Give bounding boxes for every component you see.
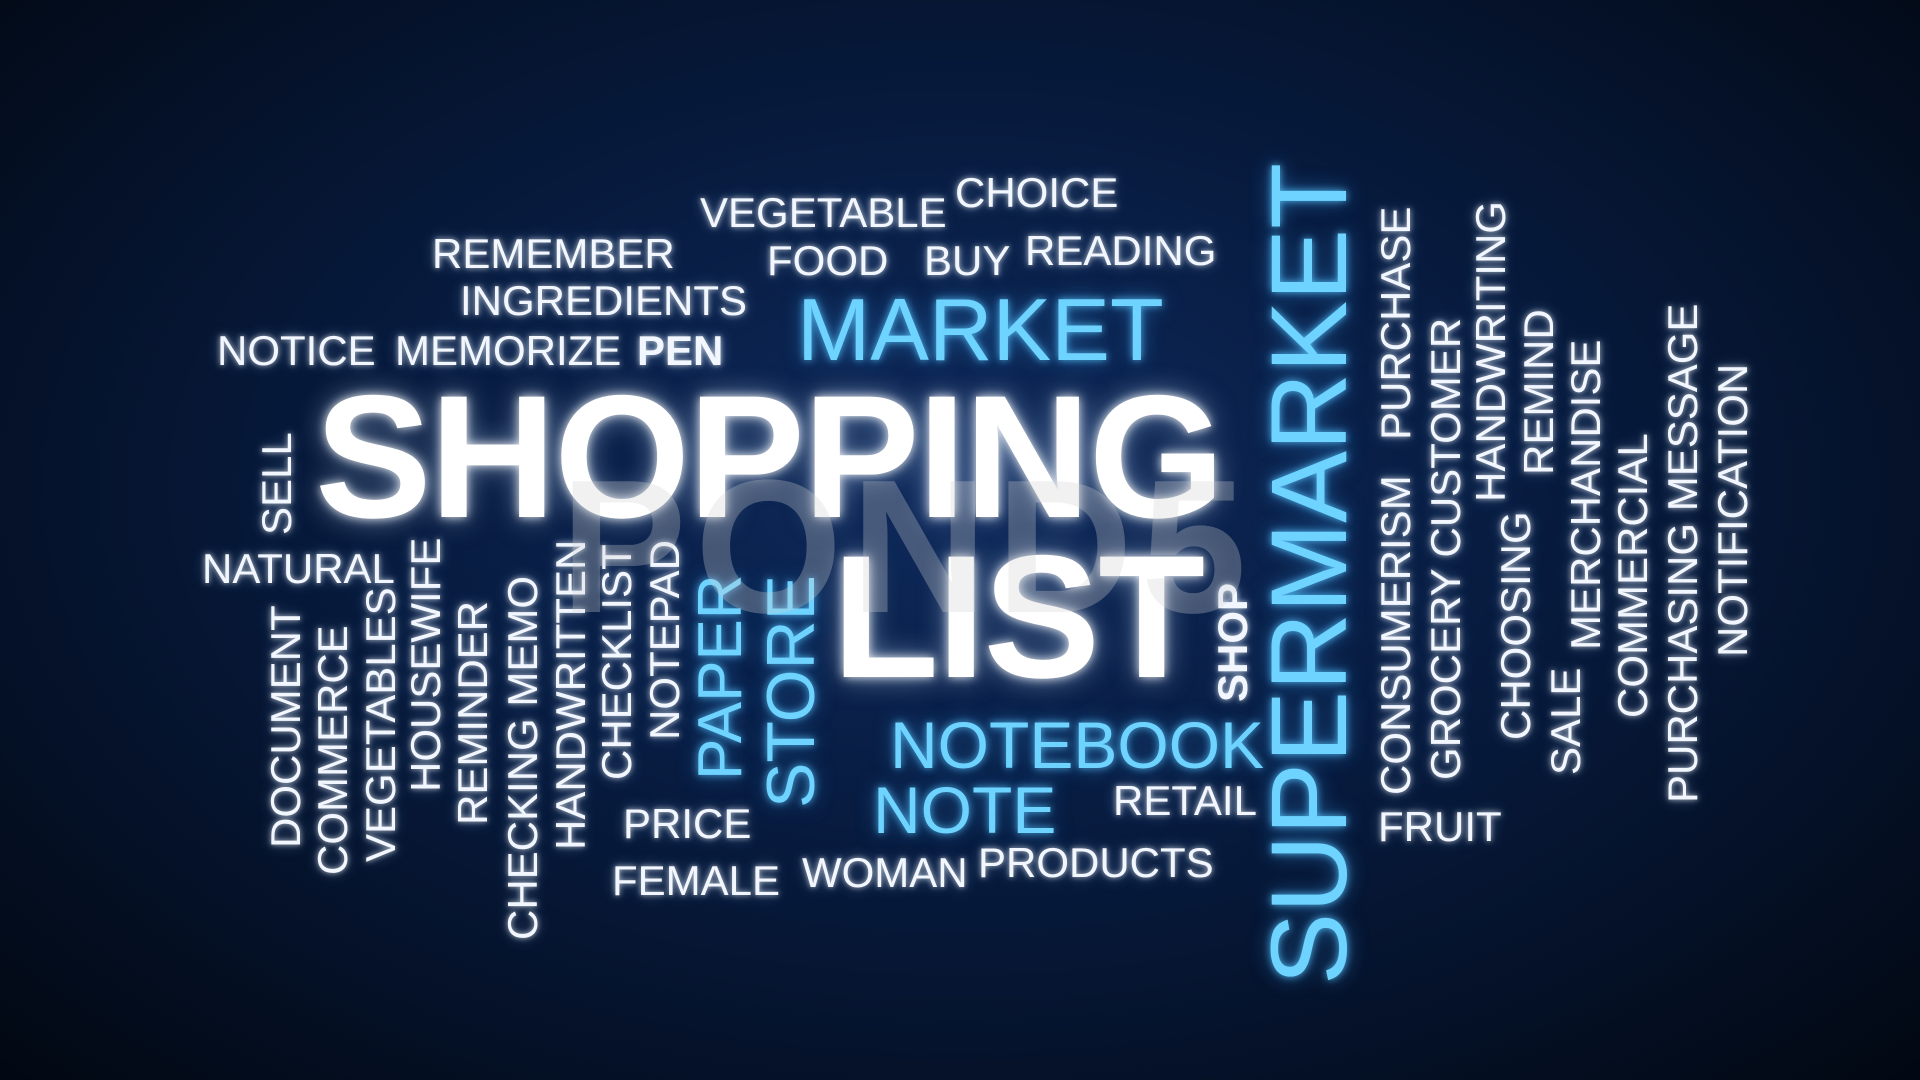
word-shopping: SHOPPING [315, 360, 1225, 555]
word-memorize: MEMORIZE [395, 327, 622, 374]
word-commercial: COMMERCIAL [1609, 433, 1656, 718]
word-purchasing-message: PURCHASING MESSAGE [1659, 303, 1706, 803]
word-notice: NOTICE [217, 327, 376, 374]
word-vegetables: VEGETABLES [357, 587, 404, 862]
word-consumerism: CONSUMERISM [1372, 475, 1419, 795]
word-document: DOCUMENT [262, 605, 309, 848]
word-retail: RETAIL [1113, 777, 1257, 824]
word-market: MARKET [797, 280, 1164, 379]
word-buy: BUY [924, 237, 1011, 284]
word-food: FOOD [767, 237, 889, 284]
word-note: NOTE [873, 773, 1057, 847]
word-list: LIST [832, 520, 1205, 715]
word-sale: SALE [1542, 667, 1589, 775]
word-female: FEMALE [612, 857, 781, 904]
word-handwriting: HANDWRITING [1467, 201, 1514, 502]
word-purchase: PURCHASE [1372, 206, 1419, 440]
word-woman: WOMAN [802, 849, 968, 896]
word-sell: SELL [253, 432, 300, 535]
word-natural: NATURAL [202, 545, 395, 592]
word-remind: REMIND [1515, 309, 1562, 475]
word-pen: PEN [637, 327, 724, 374]
word-notification: NOTIFICATION [1709, 363, 1756, 657]
word-notebook: NOTEBOOK [890, 708, 1265, 782]
word-remember: REMEMBER [432, 230, 675, 277]
word-reading: READING [1025, 227, 1217, 274]
word-supermarket: SUPERMARKET [1248, 162, 1369, 985]
word-choosing: CHOOSING [1492, 511, 1539, 740]
word-fruit: FRUIT [1378, 803, 1502, 850]
word-checking-memo: CHECKING MEMO [499, 575, 546, 940]
word-ingredients: INGREDIENTS [460, 277, 748, 324]
word-housewife: HOUSEWIFE [402, 537, 449, 792]
word-products: PRODUCTS [978, 839, 1214, 886]
word-grocery-customer: GROCERY CUSTOMER [1422, 317, 1469, 780]
word-vegetable: VEGETABLE [700, 189, 947, 236]
word-choice: CHOICE [955, 169, 1119, 216]
watermark: POND5 [560, 441, 1255, 653]
word-reminder: REMINDER [449, 600, 496, 825]
word-price: PRICE [623, 800, 752, 847]
word-merchandise: MERCHANDISE [1562, 339, 1609, 650]
word-commerce: COMMERCE [309, 625, 356, 875]
